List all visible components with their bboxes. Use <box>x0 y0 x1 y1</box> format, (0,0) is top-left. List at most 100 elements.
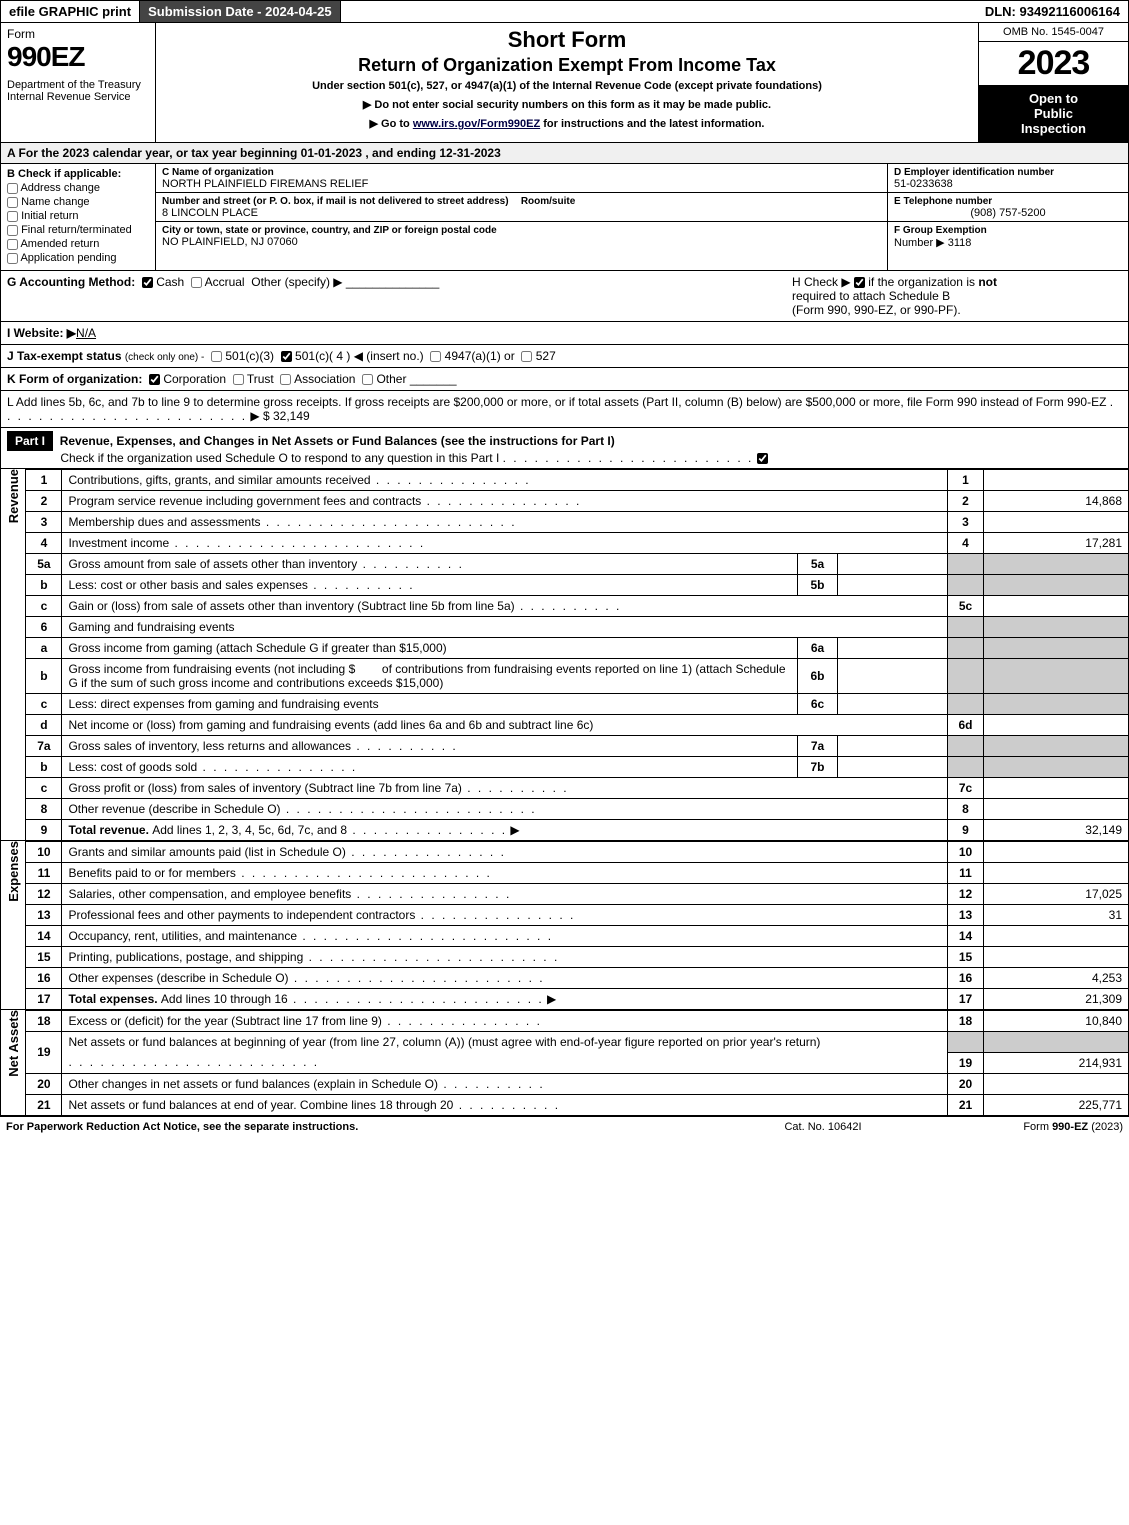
line-6c-desc: Less: direct expenses from gaming and fu… <box>62 694 798 715</box>
part1-header-row: Part I Revenue, Expenses, and Changes in… <box>0 428 1129 469</box>
line-7a-desc: Gross sales of inventory, less returns a… <box>62 736 798 757</box>
cb-501c[interactable] <box>281 351 292 362</box>
col-c: C Name of organization NORTH PLAINFIELD … <box>156 164 888 270</box>
l7c-text: Gross profit or (loss) from sales of inv… <box>68 781 461 795</box>
j-o1: 501(c)(3) <box>225 349 274 363</box>
org-street: 8 LINCOLN PLACE <box>162 207 258 219</box>
amt-5a-grey <box>984 554 1129 575</box>
line-17-desc: Total expenses. Add lines 10 through 16 … <box>62 989 948 1010</box>
cb-4947[interactable] <box>430 351 441 362</box>
line-3-desc: Membership dues and assessments <box>62 512 948 533</box>
cb-527[interactable] <box>521 351 532 362</box>
dots-icon <box>281 802 537 816</box>
dots-icon <box>169 536 425 550</box>
ref-12: 12 <box>948 884 984 905</box>
b-opt-amended[interactable]: Amended return <box>7 238 149 250</box>
arrow-goto: ▶ Go to www.irs.gov/Form990EZ for instru… <box>162 117 972 130</box>
l6b-text1: Gross income from fundraising events (no… <box>68 662 355 676</box>
amt-6b-grey <box>984 659 1129 694</box>
dots-icon <box>288 992 544 1006</box>
revenue-block: Revenue 1Contributions, gifts, grants, a… <box>0 469 1129 841</box>
f-block: F Group Exemption Number ▶ 3118 <box>888 222 1128 251</box>
cb-initial-return[interactable] <box>7 211 18 222</box>
amt-1 <box>984 470 1129 491</box>
cb-association[interactable] <box>280 374 291 385</box>
line-1-num: 1 <box>26 470 62 491</box>
ref-6d: 6d <box>948 715 984 736</box>
cb-other-org[interactable] <box>362 374 373 385</box>
sub-6a: 6a <box>798 638 838 659</box>
row-gh: G Accounting Method: Cash Accrual Other … <box>0 271 1129 322</box>
irs-link[interactable]: www.irs.gov/Form990EZ <box>413 118 540 130</box>
dots-icon <box>197 760 357 774</box>
l18-text: Excess or (deficit) for the year (Subtra… <box>68 1014 381 1028</box>
cb-corporation[interactable] <box>149 374 160 385</box>
dots-icon <box>371 473 531 487</box>
b-opt-5: Application pending <box>20 252 116 264</box>
j-o2: 501(c)( 4 ) ◀ (insert no.) <box>295 349 424 363</box>
cb-h-not-required[interactable] <box>854 277 865 288</box>
expenses-block: Expenses 10Grants and similar amounts pa… <box>0 841 1129 1010</box>
dots-icon <box>289 971 545 985</box>
cb-trust[interactable] <box>233 374 244 385</box>
cb-final-return[interactable] <box>7 225 18 236</box>
line-15-num: 15 <box>26 947 62 968</box>
title-short-form: Short Form <box>162 27 972 53</box>
part1-label: Part I <box>7 431 53 451</box>
ref-7b-grey <box>948 757 984 778</box>
amt-11 <box>984 863 1129 884</box>
b-opt-0: Address change <box>20 182 100 194</box>
cb-accrual[interactable] <box>191 277 202 288</box>
line-11-desc: Benefits paid to or for members <box>62 863 948 884</box>
line-13-num: 13 <box>26 905 62 926</box>
b-opt-pending[interactable]: Application pending <box>7 252 149 264</box>
line-6a-desc: Gross income from gaming (attach Schedul… <box>62 638 798 659</box>
line-11-num: 11 <box>26 863 62 884</box>
amt-8 <box>984 799 1129 820</box>
cb-cash[interactable] <box>142 277 153 288</box>
cb-name-change[interactable] <box>7 197 18 208</box>
dots-icon <box>462 781 569 795</box>
amt-9: 32,149 <box>984 820 1129 841</box>
ein-value: 51-0233638 <box>894 178 953 190</box>
line-20-desc: Other changes in net assets or fund bala… <box>62 1073 948 1094</box>
c-room-lbl: Room/suite <box>521 196 575 207</box>
l8-text: Other revenue (describe in Schedule O) <box>68 802 280 816</box>
line-19-desc: Net assets or fund balances at beginning… <box>62 1032 948 1053</box>
ref-5c: 5c <box>948 596 984 617</box>
cb-amended-return[interactable] <box>7 239 18 250</box>
footer-right-bold: 990-EZ <box>1052 1121 1088 1133</box>
line-19-desc2 <box>62 1052 948 1073</box>
title-return: Return of Organization Exempt From Incom… <box>162 55 972 76</box>
line-10-num: 10 <box>26 842 62 863</box>
b-opt-address[interactable]: Address change <box>7 182 149 194</box>
ref-10: 10 <box>948 842 984 863</box>
line-7b-desc: Less: cost of goods sold <box>62 757 798 778</box>
amt-3 <box>984 512 1129 533</box>
efile-label[interactable]: efile GRAPHIC print <box>1 1 140 22</box>
netassets-block: Net Assets 18Excess or (deficit) for the… <box>0 1010 1129 1116</box>
subamt-6b <box>838 659 948 694</box>
line-5b-desc: Less: cost or other basis and sales expe… <box>62 575 798 596</box>
subamt-7b <box>838 757 948 778</box>
line-7b-num: b <box>26 757 62 778</box>
cb-part1-schedule-o[interactable] <box>757 453 768 464</box>
cb-501c3[interactable] <box>211 351 222 362</box>
side-revenue: Revenue <box>0 469 25 841</box>
line-16-num: 16 <box>26 968 62 989</box>
l5a-text: Gross amount from sale of assets other t… <box>68 557 357 571</box>
amt-18: 10,840 <box>984 1011 1129 1032</box>
cb-application-pending[interactable] <box>7 253 18 264</box>
line-6c-num: c <box>26 694 62 715</box>
cb-address-change[interactable] <box>7 183 18 194</box>
b-opt-name[interactable]: Name change <box>7 196 149 208</box>
line-20-num: 20 <box>26 1073 62 1094</box>
part1-check-text: Check if the organization used Schedule … <box>60 451 499 465</box>
b-opt-initial[interactable]: Initial return <box>7 210 149 222</box>
b-opt-final[interactable]: Final return/terminated <box>7 224 149 236</box>
l16-text: Other expenses (describe in Schedule O) <box>68 971 288 985</box>
line-16-desc: Other expenses (describe in Schedule O) <box>62 968 948 989</box>
dots-icon <box>382 1014 542 1028</box>
l7b-text: Less: cost of goods sold <box>68 760 197 774</box>
side-netassets: Net Assets <box>0 1010 25 1116</box>
